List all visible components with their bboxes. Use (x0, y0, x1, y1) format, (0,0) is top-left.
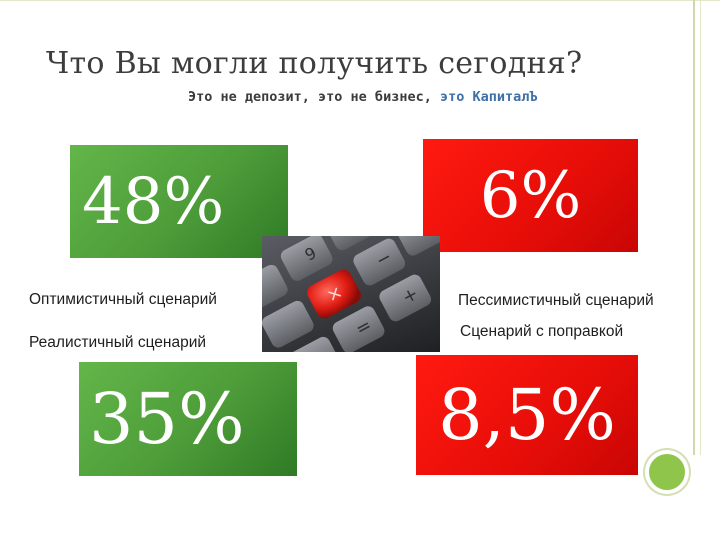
optimistic-label: Оптимистичный сценарий (29, 291, 217, 308)
slide-title: Что Вы могли получить сегодня? (46, 46, 583, 81)
slide-border-right (693, 0, 695, 455)
slide-border-top (0, 0, 720, 1)
realistic-percent: 35% (89, 378, 245, 460)
subtitle-brand: это КапиталЪ (439, 89, 538, 105)
pessimistic-percent-box: 6% (423, 139, 638, 252)
calculator-keys-image: 9 % − × = + (262, 236, 440, 352)
adjusted-label: Сценарий с поправкой (460, 323, 624, 340)
pessimistic-label: Пессимистичный сценарий (458, 292, 654, 309)
pessimistic-percent: 6% (479, 158, 582, 233)
calculator-keys-svg: 9 % − × = + (262, 236, 440, 352)
adjusted-percent: 8,5% (438, 374, 616, 456)
subtitle-text: Это не депозит, это не бизнес, (188, 89, 440, 105)
realistic-percent-box: 35% (79, 362, 297, 476)
optimistic-percent-box: 48% (70, 145, 288, 258)
adjusted-percent-box: 8,5% (416, 355, 638, 475)
slide-subtitle: Это не депозит, это не бизнес, это Капит… (188, 89, 538, 105)
decorative-circle (645, 450, 689, 494)
slide-border-right-thin (700, 0, 701, 455)
realistic-label: Реалистичный сценарий (29, 334, 207, 351)
optimistic-percent: 48% (82, 164, 225, 239)
